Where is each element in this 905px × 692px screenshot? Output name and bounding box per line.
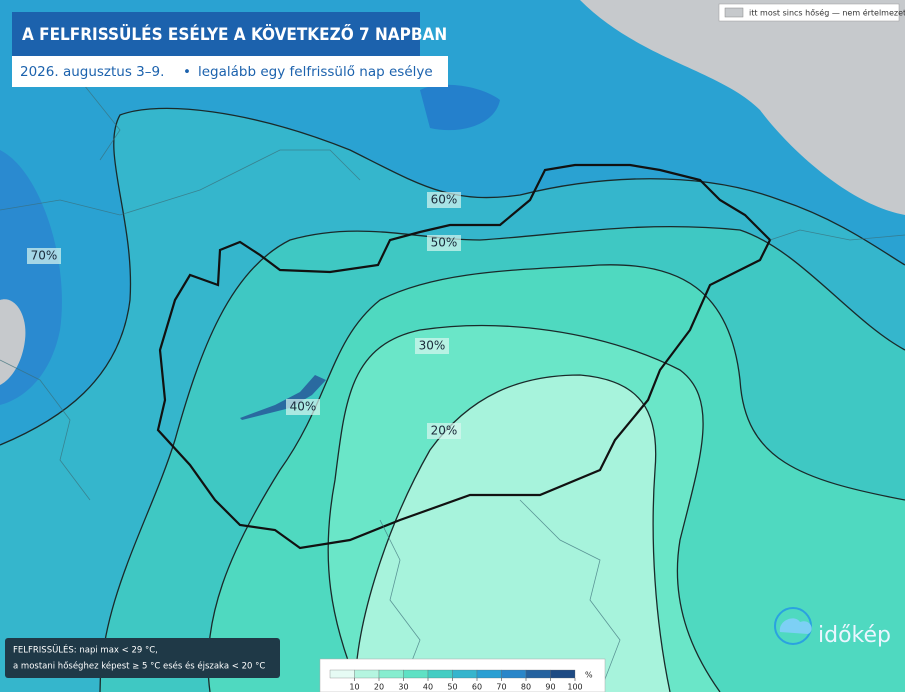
colorbar-tick-label: 40: [423, 683, 433, 692]
colorbar-step: [525, 669, 551, 679]
borders: [0, 59, 905, 692]
logo-text: időkép: [818, 623, 891, 648]
contours: [0, 107, 905, 692]
contour-label: 20%: [431, 424, 458, 438]
label-bg: [27, 248, 61, 264]
colorbar-tick-label: 90: [545, 683, 555, 692]
description: legalább egy felfrissülő nap esélye: [198, 64, 433, 80]
legend-swatch: [724, 7, 744, 18]
lake: [240, 375, 326, 420]
colorbar-tick-label: 60: [472, 683, 482, 692]
label-bg: [427, 192, 461, 208]
no-data-area: [580, 0, 905, 215]
colorbar-step: [427, 669, 453, 679]
footnote-box: [5, 638, 280, 678]
logo-cloud: [779, 618, 812, 634]
contour-label: 30%: [419, 339, 446, 353]
label-bg: [427, 235, 461, 251]
colorbar-tick-label: 10: [349, 683, 359, 692]
colorbar-step: [354, 669, 380, 679]
contour-labels: 70% 60% 50% 40% 30% 20%: [27, 192, 461, 439]
contour-label: 50%: [431, 236, 458, 250]
contour-label: 60%: [431, 193, 458, 207]
colorbar-step: [403, 669, 429, 679]
country-border: [156, 163, 772, 550]
colorbar: 10 20 30 40 50 60 70 80 90 100%: [329, 669, 593, 692]
colorbar-tick-label: 20: [374, 683, 384, 692]
bullet: •: [183, 64, 191, 80]
colorbar-tick-label: 30: [398, 683, 408, 692]
zone-20: [355, 375, 670, 692]
contour-label: 40%: [290, 400, 317, 414]
title: A FELFRISSÜLÉS ESÉLYE A KÖVETKEZŐ 7 NAPB…: [22, 23, 447, 45]
colorbar-step: [501, 669, 527, 679]
contour-label: 70%: [31, 249, 58, 263]
footnote-line: a mostani hőséghez képest ≥ 5 °C esés és…: [13, 661, 265, 672]
label-bg: [427, 423, 461, 439]
colorbar-tick-label: 100: [567, 683, 582, 692]
colorbar-step: [452, 669, 478, 679]
colorbar-step: [476, 669, 502, 679]
colorbar-step: [550, 669, 576, 679]
colorbar-step: [329, 669, 355, 679]
colorbar-step: [378, 669, 404, 679]
subtitle-box: [12, 56, 448, 87]
colorbar-unit: %: [585, 671, 593, 680]
label-bg: [286, 399, 320, 415]
footnote-line: FELFRISSÜLÉS: napi max < 29 °C,: [13, 644, 158, 656]
logo: időkép: [774, 607, 891, 648]
no-data-area: [600, 0, 690, 13]
legend-text: itt most sincs hőség — nem értelmezett: [749, 8, 905, 18]
zone-70: [420, 84, 500, 131]
colorbar-tick-label: 50: [447, 683, 457, 692]
colorbar-tick-label: 80: [521, 683, 531, 692]
title-box: [12, 12, 420, 56]
legend-box: [718, 3, 900, 22]
label-bg: [415, 338, 449, 354]
date: 2026. augusztus 3–9.: [20, 64, 164, 80]
colorbar-tick-label: 70: [496, 683, 506, 692]
